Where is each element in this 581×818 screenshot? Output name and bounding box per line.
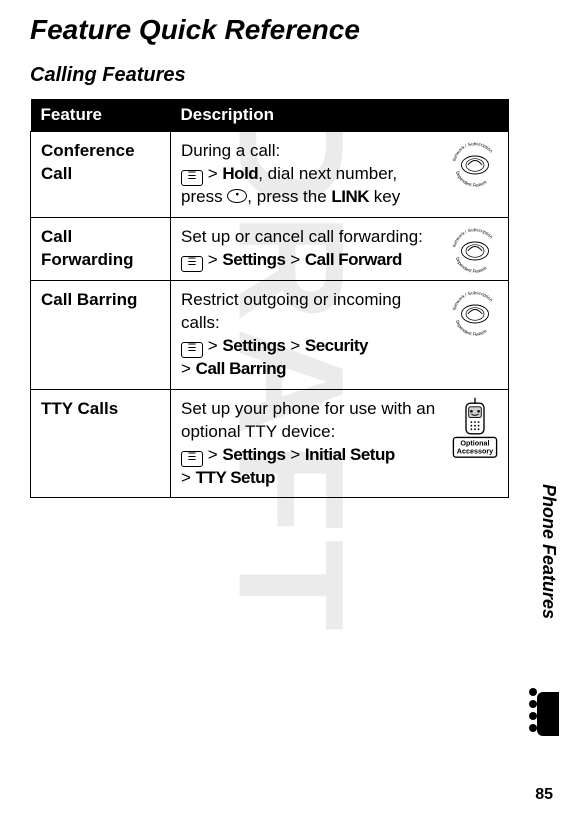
feature-description: Network / Subscription Dependent Feature…: [171, 280, 509, 389]
svg-text:Dependent Feature: Dependent Feature: [455, 170, 488, 187]
feature-name: CallForwarding: [31, 217, 171, 280]
feature-description: Optional Accessory Set up your phone for…: [171, 389, 509, 498]
feature-name: TTY Calls: [31, 389, 171, 498]
table-row: CallForwarding Network / Subscription De…: [31, 217, 509, 280]
th-feature: Feature: [31, 99, 171, 132]
svg-text:Dependent Feature: Dependent Feature: [455, 319, 488, 336]
network-subscription-icon: Network / Subscription Dependent Feature: [448, 138, 502, 192]
table-row: ConferenceCall Network / Subscription De…: [31, 132, 509, 218]
feature-name: ConferenceCall: [31, 132, 171, 218]
th-description: Description: [171, 99, 509, 132]
svg-text:Accessory: Accessory: [457, 446, 493, 455]
menu-key-icon: [181, 451, 203, 467]
feature-description: Network / Subscription Dependent Feature…: [171, 217, 509, 280]
menu-key-icon: [181, 256, 203, 272]
optional-accessory-icon: Optional Accessory: [448, 396, 502, 461]
section-heading: Calling Features: [30, 64, 511, 87]
table-row: Call Barring Network / Subscription Depe…: [31, 280, 509, 389]
menu-key-icon: [181, 342, 203, 358]
svg-text:Dependent Feature: Dependent Feature: [455, 256, 488, 273]
network-subscription-icon: Network / Subscription Dependent Feature: [448, 287, 502, 341]
page-container: Feature Quick Reference Calling Features…: [0, 0, 581, 818]
feature-description: Network / Subscription Dependent Feature…: [171, 132, 509, 218]
page-title: Feature Quick Reference: [30, 14, 511, 46]
network-subscription-icon: Network / Subscription Dependent Feature: [448, 224, 502, 278]
feature-name: Call Barring: [31, 280, 171, 389]
menu-key-icon: [181, 170, 203, 186]
features-table: Feature Description ConferenceCall Netwo…: [30, 99, 509, 498]
table-row: TTY Calls Optional Accessory Set up your…: [31, 389, 509, 498]
select-key-icon: [227, 189, 247, 203]
